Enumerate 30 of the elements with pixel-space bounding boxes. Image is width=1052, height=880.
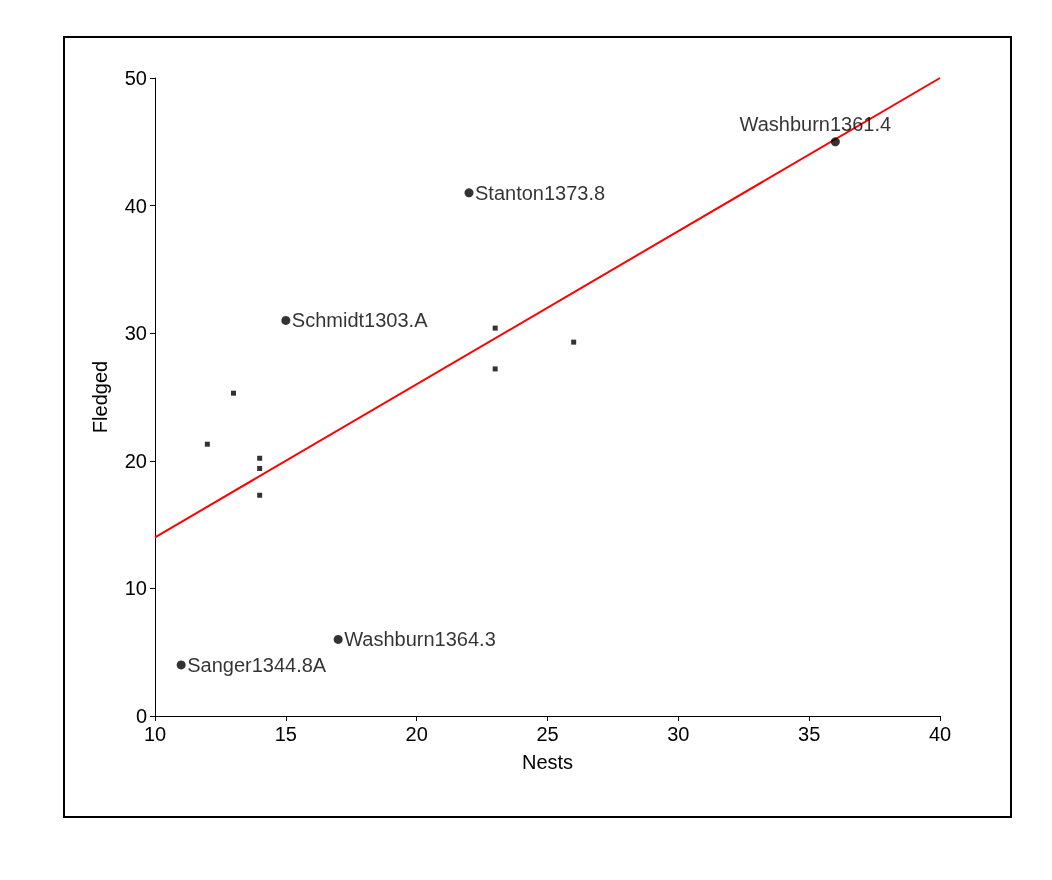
point <box>464 188 474 198</box>
point <box>176 660 186 670</box>
y-tick-label: 40 <box>124 194 147 217</box>
annotation: Sanger1344.8A <box>187 653 327 676</box>
point <box>333 634 343 644</box>
annotation: Stanton1373.8 <box>475 181 606 204</box>
x-tick-label: 15 <box>274 723 297 745</box>
y-tick-label: 50 <box>124 67 147 89</box>
point <box>571 339 577 345</box>
x-tick-label: 40 <box>928 723 952 745</box>
x-tick-label: 35 <box>798 723 821 745</box>
point <box>830 137 840 147</box>
x-axis-title: Nests <box>521 751 574 773</box>
y-tick-label: 10 <box>124 577 147 600</box>
y-axis-title: Fledged <box>89 360 111 434</box>
point <box>492 325 498 331</box>
point <box>231 390 236 396</box>
point <box>281 315 291 325</box>
annotation: Schmidt1303.A <box>291 309 429 332</box>
point <box>204 441 210 447</box>
point <box>257 465 263 471</box>
point <box>492 366 498 372</box>
y-tick-label: 30 <box>124 322 147 345</box>
x-tick-label: 20 <box>405 723 428 745</box>
annotation: Washburn1364.3 <box>344 628 496 651</box>
point <box>257 492 263 498</box>
x-tick-label: 30 <box>667 723 690 745</box>
y-tick-label: 20 <box>124 449 147 472</box>
point <box>257 455 263 461</box>
x-tick-label: 25 <box>536 723 559 745</box>
